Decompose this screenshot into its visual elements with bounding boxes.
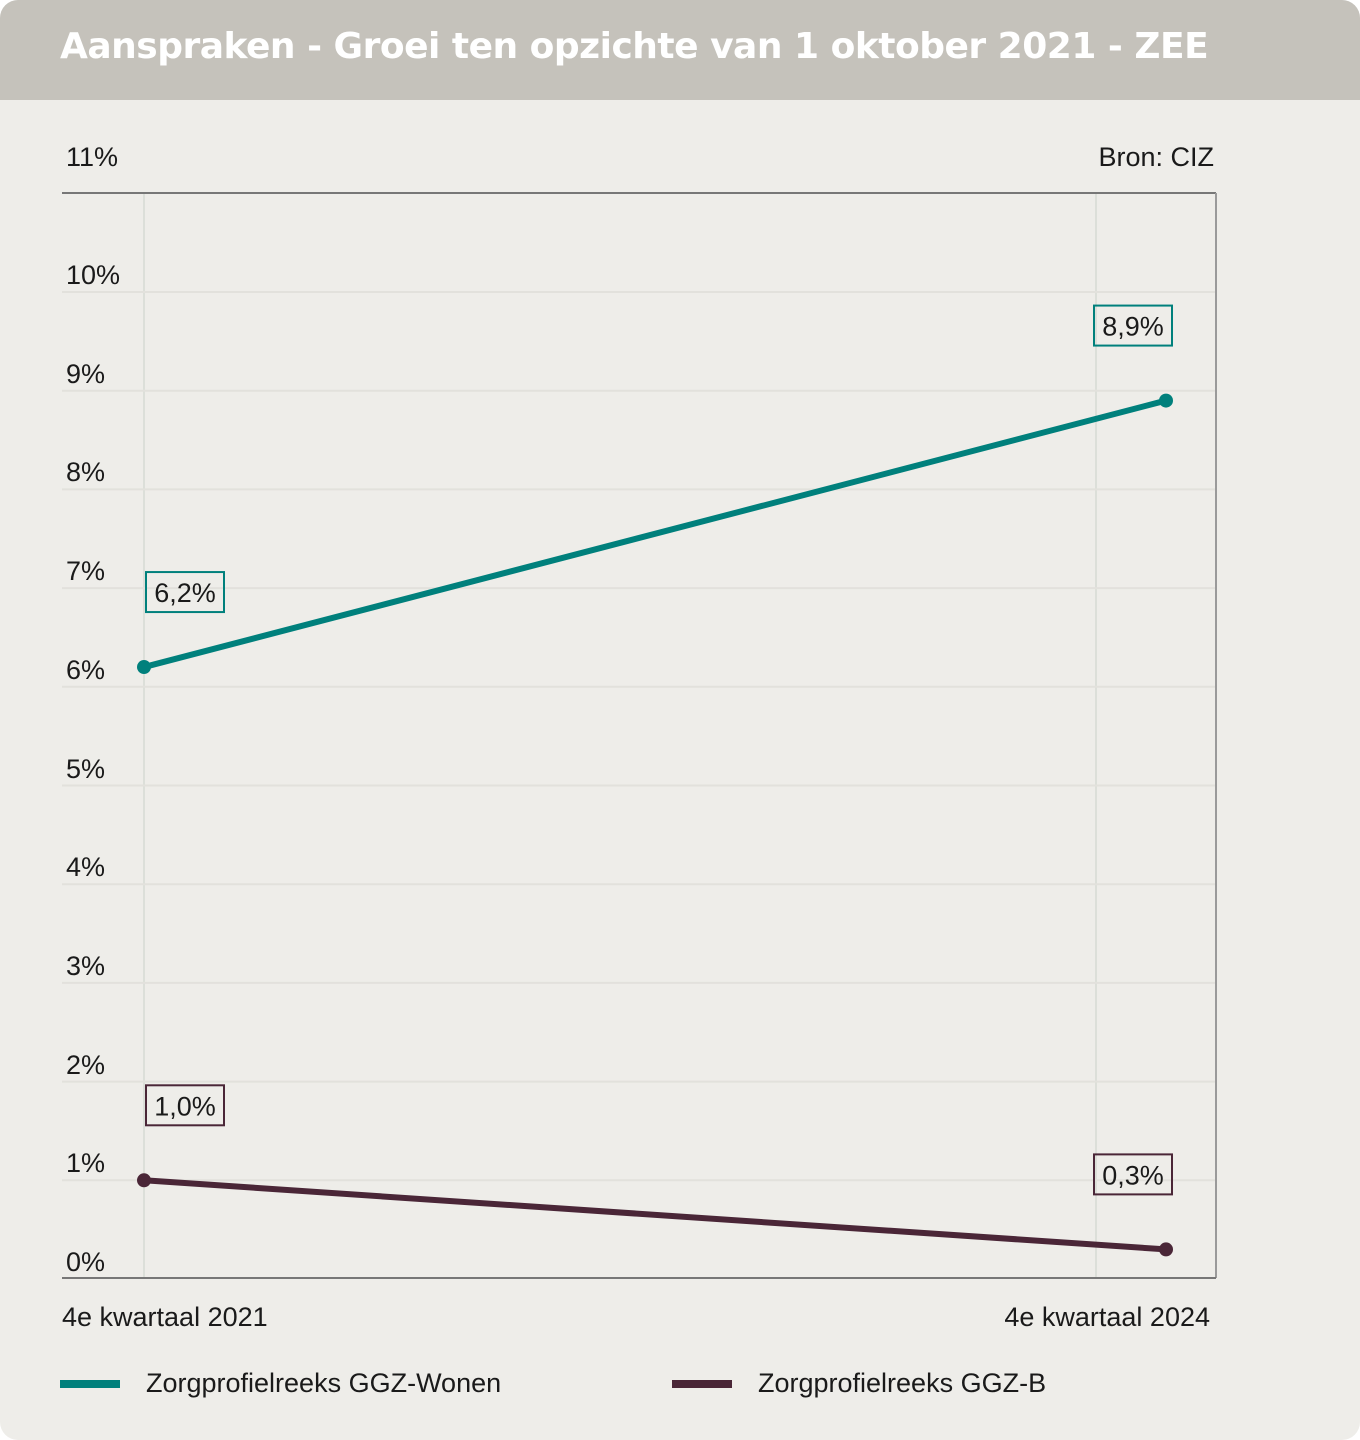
y-tick-label: 6%: [66, 654, 106, 685]
legend-label: Zorgprofielreeks GGZ-B: [758, 1368, 1047, 1398]
chart-title: Aanspraken - Groei ten opzichte van 1 ok…: [60, 26, 1209, 67]
data-label-box: [1093, 1153, 1173, 1196]
data-label-box: [145, 1084, 225, 1127]
gridlines: [62, 193, 1216, 1278]
y-tick-label: 7%: [66, 556, 106, 587]
data-label: 1,0%: [154, 1091, 216, 1121]
y-tick-label: 9%: [66, 358, 106, 389]
data-label-box: [145, 571, 225, 614]
x-tick-label: 4e kwartaal 2024: [1004, 1302, 1210, 1332]
y-tick-label: 8%: [66, 457, 106, 488]
data-point: [137, 1173, 151, 1188]
series-line: [141, 1177, 1169, 1253]
legend-label: Zorgprofielreeks GGZ-Wonen: [146, 1368, 502, 1398]
data-label-box: [1093, 304, 1173, 347]
series-lines: [137, 393, 1173, 1257]
legend-item-ggz-wonen: Zorgprofielreeks GGZ-Wonen: [60, 1368, 501, 1399]
data-label: 6,2%: [154, 578, 216, 608]
series-line: [141, 397, 1169, 671]
data-labels: 6,2% 8,9% 1,0% 0,3%: [145, 304, 1173, 1196]
y-tick-label: 10%: [66, 260, 121, 290]
data-point: [1159, 1242, 1173, 1257]
legend-swatch: [672, 1379, 732, 1388]
y-tick-label: 1%: [66, 1148, 106, 1179]
legend-swatch: [60, 1379, 120, 1388]
y-tick-label: 0%: [66, 1247, 106, 1277]
data-point: [1159, 393, 1173, 408]
data-point: [137, 660, 151, 675]
axes: [62, 192, 1217, 1279]
x-tick-label: 4e kwartaal 2021: [62, 1302, 268, 1332]
legend-item-ggz-b: Zorgprofielreeks GGZ-B: [672, 1368, 1046, 1399]
source-label: Bron: CIZ: [1098, 142, 1214, 172]
title-bar: Aanspraken - Groei ten opzichte van 1 ok…: [0, 0, 1360, 100]
y-tick-label: 5%: [66, 753, 106, 784]
y-tick-label: 11%: [66, 142, 119, 172]
y-tick-label: 3%: [66, 950, 106, 981]
y-tick-label: 2%: [66, 1049, 106, 1080]
data-label: 8,9%: [1102, 312, 1164, 342]
data-label: 0,3%: [1102, 1160, 1164, 1190]
y-tick-label: 4%: [66, 852, 106, 883]
